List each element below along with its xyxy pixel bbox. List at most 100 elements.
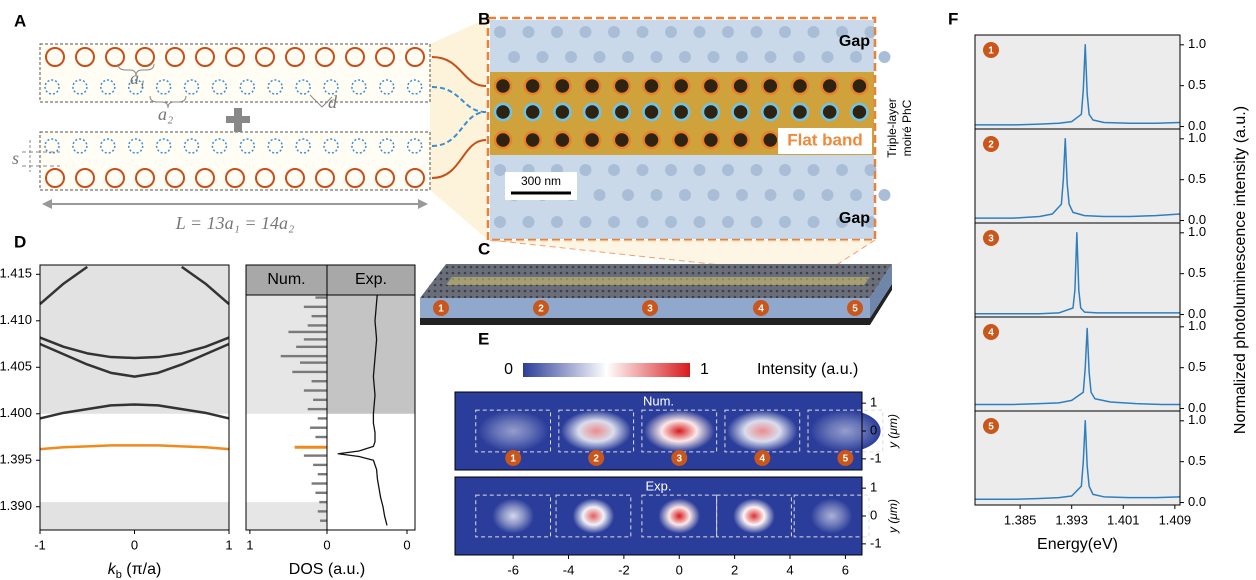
hole [285,47,305,67]
hole [523,102,542,122]
dos-bar [317,417,327,420]
dos-bar [311,314,327,318]
dos-bar [313,398,327,402]
intensity-spot [492,498,534,534]
hole [593,51,606,63]
hole [820,76,839,96]
y-tick-label: 0.5 [1188,453,1206,468]
arrow [431,111,487,147]
arrow [431,86,487,113]
intensity-spot [572,498,615,534]
x-tick-label: 1.401 [1107,512,1140,527]
hole [722,216,734,228]
zoom-fan [490,240,875,266]
hole [722,164,734,176]
y-tick-label: 1 [870,395,877,410]
site-marker [983,42,999,58]
arrow [431,139,487,179]
label-d: d [328,92,338,112]
hole [779,164,791,176]
y-tick-label: 1.410 [0,312,32,327]
hole [285,168,305,188]
hole [761,76,780,96]
hole [764,189,777,201]
hole [636,26,649,38]
hole [671,76,691,96]
hole [764,51,777,63]
intensity-spot [561,410,632,452]
site-marker [754,450,771,466]
y-axis-label: y (μm) [886,414,900,449]
layer-strip [39,131,431,191]
dos-bar [303,338,327,341]
hole [494,26,506,38]
hole [406,79,423,95]
hole [211,138,228,154]
panel-label: D [14,232,26,251]
site-marker-label: 5 [852,304,858,315]
hole [135,168,155,188]
hole [807,216,820,228]
hole [608,164,620,176]
hole [750,216,763,228]
y-tick-label: 0.0 [1188,494,1206,509]
site-marker-label: 2 [593,454,599,465]
site-marker [533,300,549,316]
gap-label: Gap [839,33,870,50]
dos-bar [292,370,327,374]
site-marker [983,418,999,434]
intensity-spot [644,410,715,452]
colorbar [523,363,690,377]
hole [750,164,763,176]
spectrum-line [975,327,1180,406]
hole [127,79,144,95]
hole [345,47,365,67]
hole [225,47,245,67]
spectrum-line [975,44,1181,126]
colorbar-tick-label: 0 [504,361,513,378]
x-axis-symbol: k [108,561,117,578]
label-a1: a₁ [130,68,145,88]
y-tick-label: 1.415 [0,266,32,281]
hole [536,51,549,63]
hole [579,26,592,38]
hole [72,138,88,154]
arrow [431,56,487,87]
hole [864,26,877,38]
x-tick-label: -2 [618,562,630,577]
site-marker [433,300,449,316]
hole [255,47,275,67]
intensity-spot [727,410,798,452]
x-tick-label: 0 [403,537,410,552]
site-marker [983,136,999,152]
hole [45,47,65,67]
x-tick-label: -1 [34,537,46,552]
hole [75,168,95,188]
zoom-frame [486,16,877,242]
spectrum-line [975,138,1181,219]
hole [693,216,706,228]
hole [671,130,691,150]
hole [295,79,311,95]
site-box [555,494,632,538]
hole [239,138,256,154]
site-box [724,409,801,453]
hole [379,138,395,154]
hole [565,51,577,63]
hole [72,79,88,95]
x-tick-label: 1.385 [1004,512,1037,527]
hole [693,26,706,38]
shaded-range [40,265,229,414]
y-tick-label: 1.0 [1188,36,1206,51]
y-tick-label: -1 [870,535,882,550]
hole [44,138,60,154]
hole [736,51,748,63]
panel-label: B [478,9,490,28]
site-marker-label: 2 [988,140,994,151]
hole [878,189,891,201]
dos-bar [307,407,327,411]
dos-bar [280,354,327,358]
hole [642,102,661,122]
hole [593,189,606,201]
hole [665,164,677,176]
